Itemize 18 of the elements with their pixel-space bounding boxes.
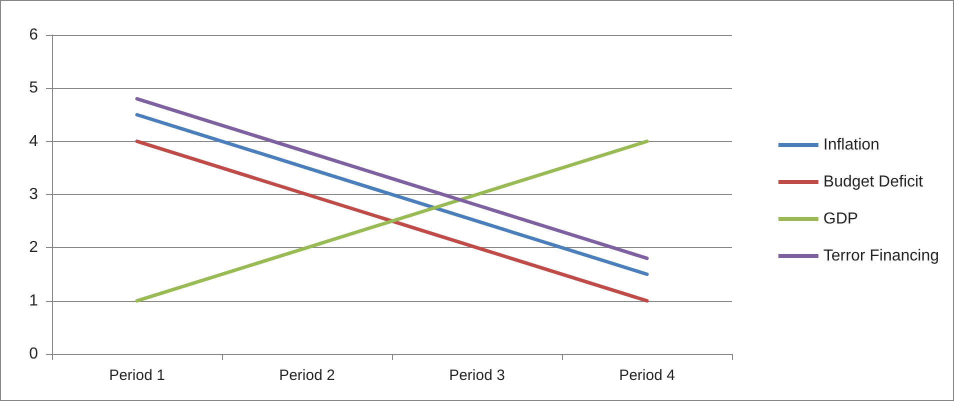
x-tick-label: Period 1 (109, 367, 165, 384)
line-series (135, 140, 649, 303)
x-tick-label: Period 4 (619, 367, 675, 384)
x-tick-label: Period 2 (279, 367, 335, 384)
line-series (135, 113, 649, 276)
x-tick-label: Period 3 (449, 367, 505, 384)
legend-label: Terror Financing (823, 248, 940, 264)
line-series (135, 97, 649, 260)
legend-label: Budget Deficit (823, 174, 924, 190)
y-tick-label: 1 (29, 292, 38, 310)
legend-label: GDP (823, 210, 858, 228)
y-tick-label: 0 (29, 346, 38, 362)
legend-label: Inflation (823, 136, 880, 154)
y-tick-label: 3 (29, 186, 38, 203)
y-tick-label: 2 (29, 239, 38, 256)
y-tick-label: 5 (29, 80, 38, 97)
y-tick-label: 6 (29, 26, 38, 44)
y-tick-label: 4 (29, 132, 38, 150)
